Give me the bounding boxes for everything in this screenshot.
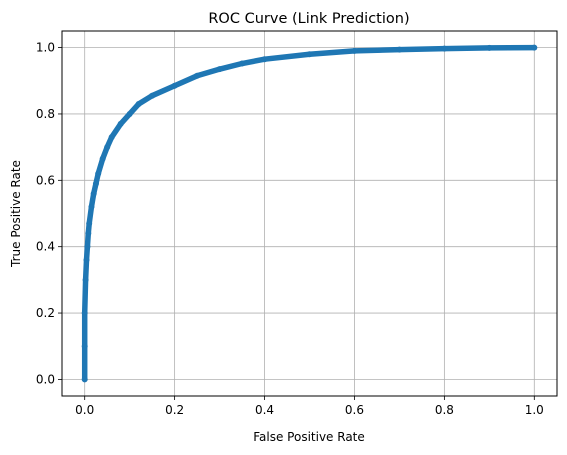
y-tick-label: 1.0 (36, 41, 55, 55)
roc-series (81, 44, 538, 383)
plot-frame (61, 30, 558, 397)
roc-point (95, 170, 102, 177)
roc-point (104, 144, 111, 151)
x-tick-label: 0.2 (165, 403, 184, 417)
roc-point (194, 72, 201, 79)
roc-point (81, 343, 88, 350)
y-tick-label: 0.0 (36, 372, 55, 386)
x-axis-ticks: 0.0 0.2 0.4 0.6 0.8 1.0 (75, 396, 544, 417)
roc-point (82, 276, 89, 283)
roc-point (216, 66, 223, 73)
y-axis-label: True Positive Rate (9, 160, 23, 268)
roc-point (86, 220, 93, 227)
roc-point (84, 243, 91, 250)
y-axis-ticks: 0.0 0.2 0.4 0.6 0.8 1.0 (36, 41, 62, 386)
roc-point (81, 376, 88, 383)
roc-point (81, 310, 88, 317)
roc-point (83, 256, 90, 263)
roc-point (239, 60, 246, 67)
roc-point (90, 190, 97, 197)
x-tick-label: 0.0 (75, 403, 94, 417)
chart-title: ROC Curve (Link Prediction) (208, 11, 409, 27)
x-axis-label: False Positive Rate (253, 430, 365, 444)
roc-point (85, 230, 92, 237)
x-tick-label: 1.0 (525, 403, 544, 417)
roc-point (351, 47, 358, 54)
roc-point (135, 101, 142, 107)
y-tick-label: 0.8 (36, 107, 55, 121)
y-tick-label: 0.4 (36, 240, 55, 254)
roc-point (486, 44, 493, 51)
roc-point (126, 110, 133, 117)
roc-point (306, 51, 313, 58)
roc-point (108, 134, 115, 141)
x-tick-label: 0.8 (435, 403, 454, 417)
roc-point (117, 120, 124, 127)
roc-point (149, 92, 156, 99)
roc-point (88, 203, 95, 210)
roc-point (92, 180, 99, 187)
x-tick-label: 0.4 (255, 403, 274, 417)
roc-point (441, 45, 448, 52)
roc-point (99, 155, 106, 162)
roc-point (261, 56, 268, 63)
x-tick-label: 0.6 (345, 403, 364, 417)
y-tick-label: 0.2 (36, 306, 55, 320)
roc-point (531, 44, 538, 51)
roc-point (171, 82, 178, 89)
grid-lines (62, 31, 557, 396)
y-tick-label: 0.6 (36, 173, 55, 187)
roc-point (396, 46, 403, 53)
